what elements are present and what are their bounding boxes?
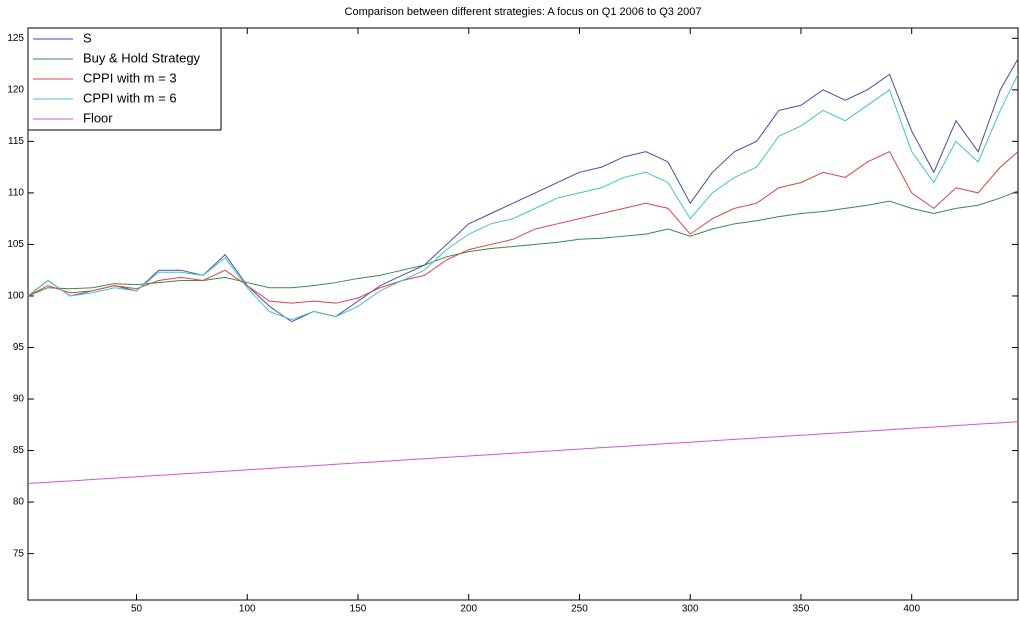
x-tick-label: 200 <box>460 604 477 615</box>
y-tick-label: 95 <box>13 342 25 353</box>
series-line <box>27 74 1019 321</box>
y-tick-label: 110 <box>8 188 24 199</box>
x-tick-label: 50 <box>131 604 143 615</box>
x-tick-label: 150 <box>350 604 367 615</box>
legend-label: S <box>83 30 92 45</box>
chart-title: Comparison between different strategies:… <box>345 6 702 18</box>
x-tick-label: 250 <box>571 604 588 615</box>
y-tick-label: 115 <box>8 136 24 147</box>
x-tick-label: 350 <box>793 604 810 615</box>
y-tick-label: 105 <box>7 239 24 250</box>
series-line <box>27 151 1019 304</box>
series-line <box>27 190 1019 297</box>
y-tick-label: 100 <box>7 291 24 302</box>
y-tick-label: 75 <box>13 548 25 559</box>
legend-label: CPPI with m = 3 <box>83 70 177 85</box>
series-line <box>27 421 1019 485</box>
x-tick-label: 400 <box>903 604 920 615</box>
y-tick-label: 85 <box>13 445 25 456</box>
x-tick-label: 100 <box>239 604 256 615</box>
plot-frame <box>27 27 1019 601</box>
series-line <box>27 58 1019 323</box>
legend-label: Buy & Hold Strategy <box>83 50 201 65</box>
legend-label: CPPI with m = 6 <box>83 90 177 105</box>
legend-label: Floor <box>83 110 113 125</box>
y-tick-label: 125 <box>7 33 24 44</box>
y-tick-label: 90 <box>13 394 25 405</box>
y-tick-label: 80 <box>13 497 25 508</box>
x-tick-label: 300 <box>682 604 699 615</box>
y-tick-label: 120 <box>7 84 24 95</box>
